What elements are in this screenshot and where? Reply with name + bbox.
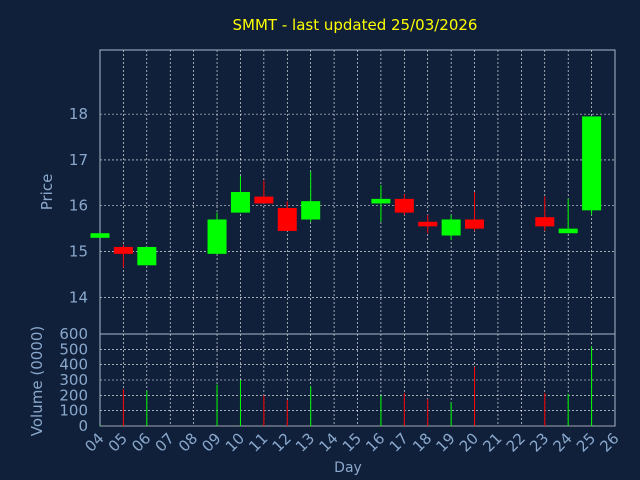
price-tick-label: 14 <box>69 288 88 306</box>
candle-body-13 <box>301 201 321 220</box>
volume-tick-label: 600 <box>59 325 88 343</box>
x-tick-label: 23 <box>526 429 552 455</box>
chart-title: SMMT - last updated 25/03/2026 <box>233 16 478 34</box>
candle-body-06 <box>137 246 157 266</box>
candle-body-05 <box>113 246 133 254</box>
price-tick-label: 16 <box>69 197 88 215</box>
x-tick-label: 09 <box>198 429 224 455</box>
volume-plot-frame <box>99 333 616 427</box>
candle-body-19 <box>441 219 461 236</box>
x-tick-label: 25 <box>573 429 599 455</box>
x-tick-label: 20 <box>456 429 482 455</box>
candle-body-12 <box>277 208 297 231</box>
price-tick-label: 17 <box>69 151 88 169</box>
volume-axis-label: Volume (0000) <box>28 326 46 436</box>
x-tick-label: 26 <box>596 429 622 455</box>
price-tick-label: 18 <box>69 105 88 123</box>
price-tick-label: 15 <box>69 243 88 261</box>
candle-body-24 <box>558 228 578 234</box>
price-panel: 14 15 16 17 18 <box>69 49 616 335</box>
price-axis-label: Price <box>38 174 56 211</box>
x-tick-label: 19 <box>432 429 458 455</box>
candle-body-16 <box>371 198 391 204</box>
candle-body-11 <box>254 196 274 204</box>
x-tick-label: 12 <box>269 429 295 455</box>
candle-body-23 <box>535 217 555 227</box>
x-tick-label: 05 <box>105 429 131 455</box>
candle-body-04 <box>90 233 110 238</box>
x-axis-label: Day <box>334 460 362 476</box>
x-tick-label: 22 <box>503 429 529 455</box>
candle-body-25 <box>582 116 602 211</box>
x-tick-label: 18 <box>409 429 435 455</box>
x-tick-label: 21 <box>479 429 505 455</box>
volume-panel: 0100200300400500600040506070809101112131… <box>59 325 622 456</box>
volume-tick-label: 200 <box>59 386 88 404</box>
volume-tick-label: 100 <box>59 402 88 420</box>
candle-body-09 <box>207 219 227 254</box>
x-tick-label: 11 <box>245 429 271 455</box>
x-tick-label: 14 <box>315 429 341 455</box>
volume-tick-label: 500 <box>59 340 88 358</box>
volume-tick-label: 400 <box>59 356 88 374</box>
x-tick-label: 08 <box>175 429 201 455</box>
candle-body-18 <box>418 221 438 227</box>
volume-tick-label: 0 <box>78 417 88 435</box>
x-tick-label: 15 <box>339 429 365 455</box>
volume-tick-label: 300 <box>59 371 88 389</box>
x-tick-label: 16 <box>362 429 388 455</box>
candle-body-20 <box>465 219 485 229</box>
x-tick-label: 17 <box>386 429 412 455</box>
x-tick-label: 13 <box>292 429 318 455</box>
candle-body-17 <box>394 198 414 213</box>
x-tick-label: 24 <box>550 429 576 455</box>
x-tick-label: 06 <box>128 429 154 455</box>
x-tick-label: 10 <box>222 429 248 455</box>
candle-body-10 <box>230 192 250 213</box>
x-tick-label: 07 <box>152 429 178 455</box>
